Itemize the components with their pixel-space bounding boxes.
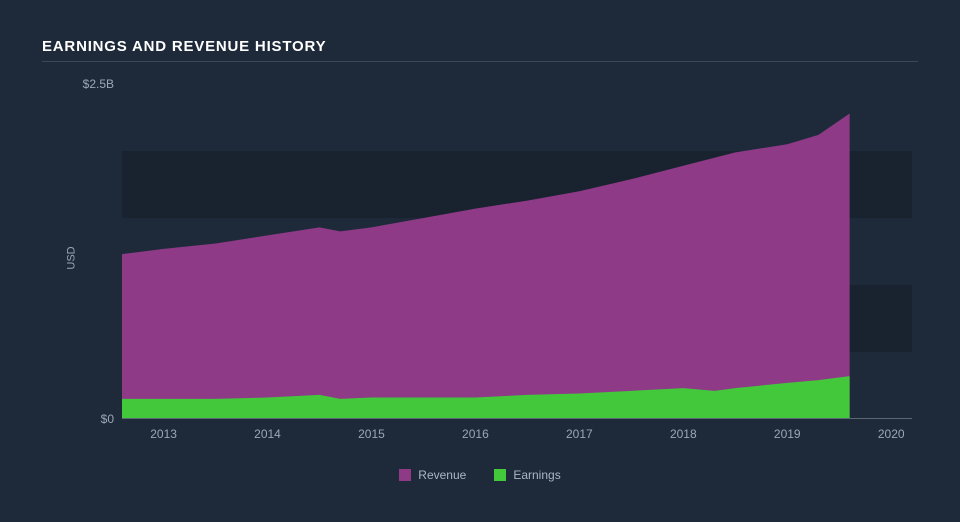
legend-label: Earnings — [513, 468, 560, 482]
x-tick-label: 2015 — [358, 427, 385, 441]
y-tick-label: $2.5B — [54, 77, 114, 91]
legend-item: Earnings — [494, 468, 560, 482]
legend-label: Revenue — [418, 468, 466, 482]
y-axis-label: USD — [66, 246, 78, 269]
x-tick-label: 2018 — [670, 427, 697, 441]
y-tick-label: $0 — [54, 412, 114, 426]
chart-title: EARNINGS AND REVENUE HISTORY — [42, 38, 918, 55]
legend: Revenue Earnings — [42, 468, 918, 484]
x-tick-label: 2017 — [566, 427, 593, 441]
area-chart: USD $0 $2.5B 2013 2014 2015 2016 2017 2018 2019 2… — [42, 74, 918, 454]
x-tick-label: 2014 — [254, 427, 281, 441]
x-tick-label: 2019 — [774, 427, 801, 441]
legend-item: Revenue — [399, 468, 466, 482]
plot-svg — [122, 84, 912, 419]
x-tick-label: 2016 — [462, 427, 489, 441]
x-tick-label: 2020 — [878, 427, 905, 441]
plot-area — [122, 84, 912, 419]
legend-swatch — [399, 469, 411, 481]
x-tick-label: 2013 — [150, 427, 177, 441]
legend-swatch — [494, 469, 506, 481]
title-underline — [42, 61, 918, 62]
